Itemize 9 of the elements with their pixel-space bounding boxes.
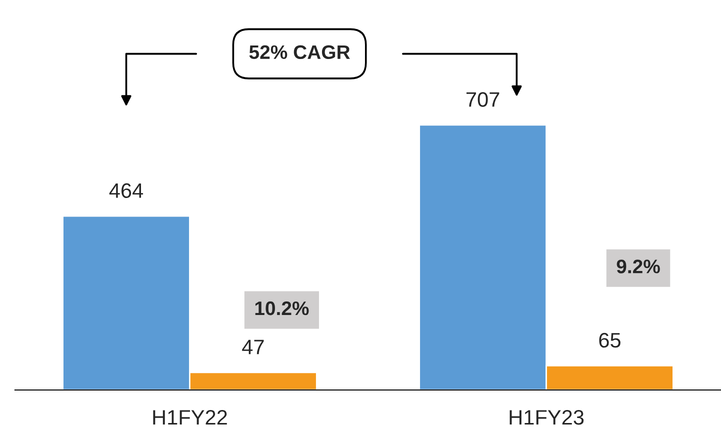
x-tick-label: H1FY23 <box>510 410 584 425</box>
text: 52% CAGR <box>249 45 350 60</box>
data-label: 47 <box>242 340 264 354</box>
data-label: 464 <box>109 183 144 198</box>
data-label: 65 <box>599 332 620 348</box>
annotation: 10.2% <box>255 301 309 316</box>
data-label: 707 <box>466 92 500 107</box>
annotation: 9.2% <box>616 260 660 274</box>
x-tick-label: H1FY22 <box>153 410 227 425</box>
